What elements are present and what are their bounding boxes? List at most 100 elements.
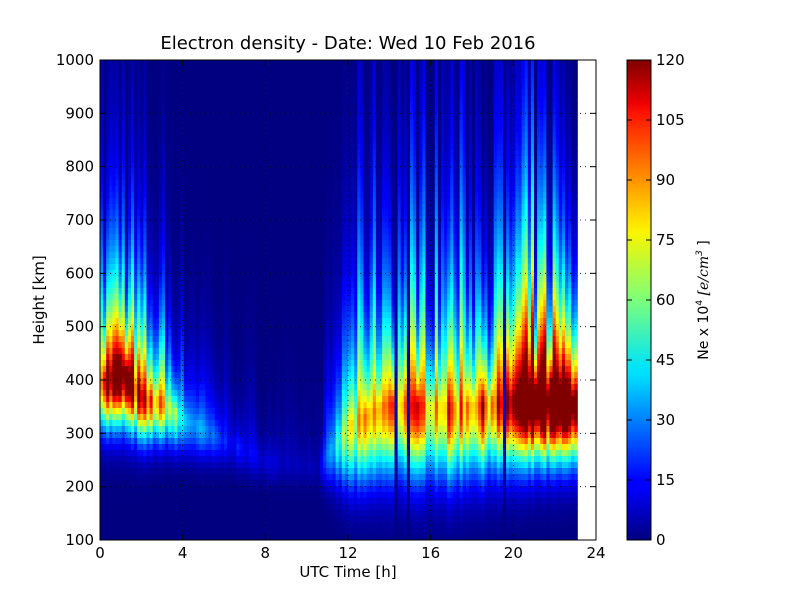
heatmap-cell (261, 408, 265, 415)
heatmap-cell (115, 114, 119, 121)
heatmap-cell (199, 282, 203, 289)
heatmap-column (168, 60, 172, 541)
heatmap-cell (208, 258, 212, 265)
heatmap-cell (177, 108, 181, 115)
heatmap-cell (255, 474, 259, 481)
heatmap-cell (149, 126, 154, 133)
heatmap-cell (286, 186, 290, 193)
heatmap-cell (227, 264, 231, 271)
heatmap-cell (258, 90, 262, 97)
heatmap-cell (211, 78, 216, 85)
heatmap-cell (143, 456, 147, 463)
heatmap-cell (168, 168, 172, 175)
heatmap-cell (152, 414, 157, 421)
heatmap-cell (168, 450, 172, 457)
heatmap-cell (273, 528, 278, 535)
heatmap-cell (286, 336, 290, 343)
heatmap-cell (177, 384, 181, 391)
heatmap-cell (270, 84, 274, 91)
heatmap-cell (255, 366, 259, 373)
heatmap-cell (255, 120, 259, 127)
heatmap-cell (165, 102, 169, 109)
heatmap-cell (103, 462, 107, 469)
heatmap-cell (282, 486, 287, 493)
heatmap-cell (168, 408, 172, 415)
heatmap-cell (171, 324, 175, 331)
heatmap-cell (230, 198, 234, 205)
heatmap-cell (217, 474, 222, 481)
heatmap-cell (239, 402, 243, 409)
heatmap-cell (174, 468, 178, 475)
heatmap-cell (100, 492, 104, 499)
heatmap-cell (106, 192, 110, 199)
heatmap-cell (109, 264, 113, 271)
heatmap-cell (131, 198, 135, 205)
heatmap-cell (255, 186, 259, 193)
heatmap-cell (106, 180, 110, 187)
heatmap-cell (112, 450, 116, 457)
heatmap-cell (224, 516, 228, 523)
heatmap-cell (118, 60, 123, 67)
heatmap-cell (186, 192, 191, 199)
heatmap-cell (143, 216, 147, 223)
heatmap-cell (202, 312, 206, 319)
heatmap-cell (115, 312, 119, 319)
heatmap-cell (146, 258, 150, 265)
heatmap-cell (177, 510, 181, 517)
heatmap-cell (239, 378, 243, 385)
heatmap-cell (258, 444, 262, 451)
heatmap-cell (196, 84, 200, 91)
heatmap-cell (140, 270, 144, 277)
heatmap-cell (233, 216, 237, 223)
heatmap-cell (158, 432, 163, 439)
heatmap-column (158, 60, 163, 541)
heatmap-cell (193, 468, 197, 475)
heatmap-cell (149, 384, 154, 391)
heatmap-cell (112, 426, 116, 433)
heatmap-cell (137, 510, 141, 517)
heatmap-cell (131, 360, 135, 367)
heatmap-cell (109, 192, 113, 199)
heatmap-cell (230, 156, 234, 163)
heatmap-cell (127, 150, 132, 157)
heatmap-cell (273, 474, 278, 481)
heatmap-cell (279, 198, 284, 205)
heatmap-cell (112, 198, 116, 205)
heatmap-cell (180, 474, 185, 481)
heatmap-cell (270, 486, 274, 493)
heatmap-cell (214, 384, 219, 391)
heatmap-cell (171, 264, 175, 271)
heatmap-cell (177, 342, 181, 349)
heatmap-cell (214, 444, 219, 451)
heatmap-cell (227, 258, 231, 265)
heatmap-cell (158, 426, 163, 433)
heatmap-cell (137, 240, 141, 247)
heatmap-cell (242, 384, 247, 391)
heatmap-cell (199, 246, 203, 253)
heatmap-cell (270, 378, 274, 385)
heatmap-cell (236, 330, 240, 337)
heatmap-cell (127, 294, 132, 301)
heatmap-cell (121, 450, 126, 457)
heatmap-cell (261, 498, 265, 505)
heatmap-cell (217, 432, 222, 439)
heatmap-cell (208, 534, 212, 541)
heatmap-cell (264, 78, 268, 85)
heatmap-cell (230, 174, 234, 181)
heatmap-cell (255, 282, 259, 289)
heatmap-cell (137, 210, 141, 217)
heatmap-cell (279, 234, 284, 241)
heatmap-cell (267, 66, 271, 73)
heatmap-cell (180, 510, 185, 517)
heatmap-cell (267, 132, 271, 139)
heatmap-cell (227, 426, 231, 433)
heatmap-cell (199, 96, 203, 103)
heatmap-cell (258, 120, 262, 127)
heatmap-cell (251, 264, 256, 271)
heatmap-cell (239, 72, 243, 79)
heatmap-cell (140, 72, 144, 79)
heatmap-cell (230, 120, 234, 127)
heatmap-cell (227, 204, 231, 211)
heatmap-cell (180, 150, 185, 157)
heatmap-cell (242, 408, 247, 415)
